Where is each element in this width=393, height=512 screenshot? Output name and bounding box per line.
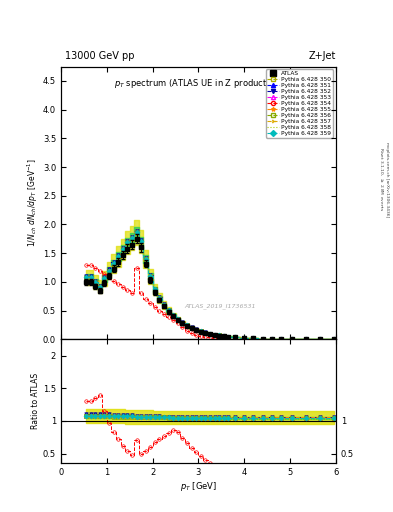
Text: $p_T$ spectrum (ATLAS UE in Z production): $p_T$ spectrum (ATLAS UE in Z production…: [114, 77, 283, 91]
Text: ATLAS_2019_I1736531: ATLAS_2019_I1736531: [185, 304, 256, 309]
Text: Z+Jet: Z+Jet: [309, 51, 336, 61]
Text: mcplots.cern.ch [arXiv:1306.3436]: mcplots.cern.ch [arXiv:1306.3436]: [385, 142, 389, 217]
X-axis label: $p_T$ [GeV]: $p_T$ [GeV]: [180, 480, 217, 493]
Y-axis label: $1/N_{ch}\ dN_{ch}/dp_T\ [\mathrm{GeV}^{-1}]$: $1/N_{ch}\ dN_{ch}/dp_T\ [\mathrm{GeV}^{…: [26, 159, 40, 247]
Text: 13000 GeV pp: 13000 GeV pp: [65, 51, 134, 61]
Text: Rivet 3.1.10, $\geq$ 2.8M events: Rivet 3.1.10, $\geq$ 2.8M events: [378, 147, 386, 211]
Y-axis label: Ratio to ATLAS: Ratio to ATLAS: [31, 373, 40, 430]
Legend: ATLAS, Pythia 6.428 350, Pythia 6.428 351, Pythia 6.428 352, Pythia 6.428 353, P: ATLAS, Pythia 6.428 350, Pythia 6.428 35…: [266, 70, 333, 138]
